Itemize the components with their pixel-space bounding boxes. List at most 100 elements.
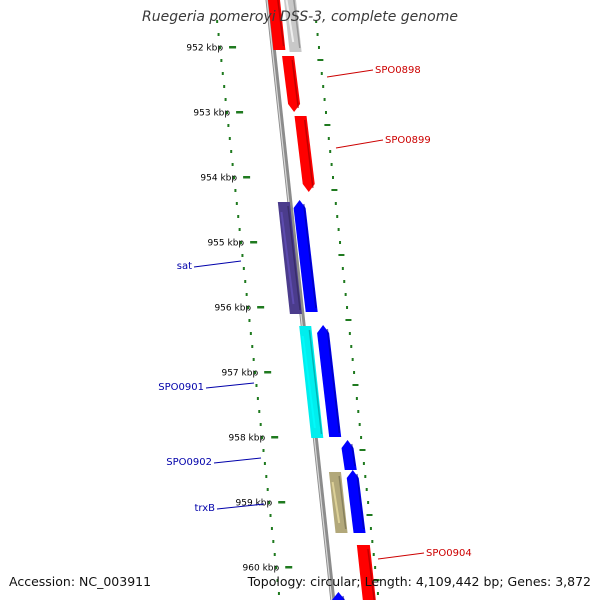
tick-dot — [241, 254, 244, 257]
tick-dot — [237, 215, 240, 218]
gene-shadow — [291, 59, 300, 109]
accession-text: Accession: NC_003911 — [9, 574, 152, 589]
gene-highlight — [331, 481, 341, 524]
gene-SPO0901 — [299, 326, 324, 438]
tick-dot — [263, 462, 266, 465]
gene-shadow — [338, 475, 347, 530]
gene-labels: SPO0898 SPO0899 sat SPO0901 SPO0902 trxB SPO09… — [158, 65, 472, 560]
kbp-tick-mark — [229, 46, 237, 49]
gene-label-SPO0902: SPO0902 — [166, 457, 212, 468]
tick-dot — [266, 488, 269, 491]
tick-dot — [322, 85, 325, 88]
tick-dot — [339, 241, 342, 244]
gene-highlight — [359, 554, 369, 600]
tick-dot — [357, 410, 360, 413]
gene-feature — [268, 0, 286, 50]
tick-dot — [337, 228, 340, 231]
tick-dot — [341, 267, 344, 270]
gene-trxB — [328, 472, 348, 533]
gene-SPO0902 — [341, 440, 357, 470]
gene-highlight — [284, 65, 293, 103]
tick-dot — [351, 358, 354, 361]
kbp-tick-label: 952 kbp — [186, 44, 223, 54]
label-leader-line — [377, 552, 425, 560]
label-leader-line — [335, 139, 384, 149]
gene-label-SPO0898: SPO0898 — [375, 65, 421, 76]
tick-dot — [262, 449, 265, 452]
tick-dot — [369, 527, 372, 530]
tick-dot — [330, 163, 333, 166]
gene-shadow — [350, 443, 356, 467]
kbp-tick-mark — [264, 371, 272, 374]
gene-shadow — [326, 328, 341, 434]
map-title: Ruegeria pomeroyi DSS-3, complete genome — [142, 9, 458, 25]
kbp-tick-label: 956 kbp — [214, 304, 251, 314]
tick-dot — [358, 423, 361, 426]
gene-highlight — [296, 209, 311, 303]
tick-dot — [270, 527, 273, 530]
tick-dot — [261, 436, 264, 439]
kbp-tick-mark — [285, 566, 293, 569]
tick-dot — [317, 46, 320, 49]
tick-dot — [224, 98, 227, 101]
gene-shadow — [303, 203, 317, 309]
gene-label-sat: sat — [177, 261, 192, 272]
gene-shadow — [367, 548, 375, 600]
tick-dot — [364, 475, 367, 478]
tick-dot — [265, 475, 268, 478]
tick-dot — [338, 254, 345, 256]
tick-dot — [248, 319, 251, 322]
tick-dot — [353, 371, 356, 374]
kbp-tick-label: 953 kbp — [193, 109, 230, 119]
tick-dot — [323, 98, 326, 101]
tick-dot — [233, 176, 236, 179]
kbp-tick-label: 958 kbp — [229, 434, 266, 444]
tick-dot — [227, 124, 230, 127]
gene-feature — [346, 470, 366, 533]
gene-label-SPO0899: SPO0899 — [385, 135, 431, 146]
label-leader-line — [326, 69, 374, 78]
tick-dot — [334, 202, 337, 205]
tick-dot — [371, 540, 374, 543]
tick-dot — [273, 553, 276, 556]
tick-dot — [345, 319, 352, 321]
tick-dot — [367, 501, 370, 504]
topology-text: Topology: circular; Length: 4,109,442 bp… — [247, 574, 591, 589]
gene-sat — [277, 202, 302, 314]
tick-dot — [245, 293, 248, 296]
label-leader-line — [216, 503, 265, 510]
tick-dot — [268, 501, 271, 504]
tick-dot — [376, 592, 379, 595]
kbp-tick-mark — [271, 436, 279, 439]
kbp-ticks: 952 kbp 953 kbp 954 kbp 955 kbp 956 kbp 957 k… — [186, 44, 293, 574]
gene-label-SPO0901: SPO0901 — [158, 382, 204, 393]
tick-dot — [247, 306, 250, 309]
kbp-tick-label: 960 kbp — [243, 564, 280, 574]
tick-dot — [336, 215, 339, 218]
gene-label-trxB: trxB — [194, 503, 215, 514]
gene-highlight — [319, 334, 334, 428]
gene-highlight — [269, 0, 278, 41]
gene-highlight — [349, 479, 359, 524]
gene-highlight — [297, 125, 308, 183]
tick-dot — [316, 33, 319, 36]
gene-shadow — [303, 119, 314, 189]
tick-dot — [221, 72, 224, 75]
label-leader-line — [213, 457, 262, 464]
label-leader-line — [193, 260, 242, 268]
tick-dot — [259, 423, 262, 426]
tick-dot — [348, 332, 351, 335]
gene-shadow — [287, 205, 301, 311]
tick-dot — [373, 579, 380, 581]
tick-dot — [240, 241, 243, 244]
gene-highlight — [285, 0, 295, 43]
kbp-tick-label: 955 kbp — [207, 239, 244, 249]
tick-dot — [359, 449, 366, 451]
tick-dot — [254, 371, 257, 374]
tick-dot — [256, 397, 259, 400]
tick-dot — [324, 111, 327, 114]
tick-dot — [360, 436, 363, 439]
tick-dot — [272, 540, 275, 543]
gene-features — [268, 0, 376, 600]
